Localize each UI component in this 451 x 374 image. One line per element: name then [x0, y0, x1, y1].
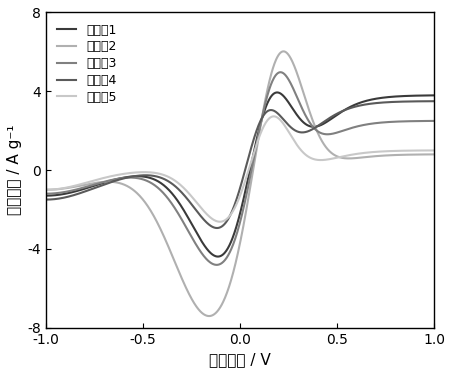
实施例1: [353, 102, 358, 106]
实施例3: [430, 119, 436, 123]
实施例5: [217, 220, 222, 224]
实施例5: [270, 114, 276, 119]
实施例5: [43, 187, 49, 192]
实施例2: [430, 152, 436, 157]
实施例2: [280, 49, 285, 53]
实施例3: [310, 125, 315, 129]
实施例2: [200, 312, 205, 316]
Line: 实施例5: 实施例5: [46, 116, 433, 222]
Line: 实施例3: 实施例3: [46, 72, 433, 265]
实施例3: [277, 70, 283, 74]
实施例4: [214, 226, 219, 230]
实施例5: [214, 219, 219, 224]
实施例5: [430, 148, 436, 153]
实施例1: [430, 93, 436, 98]
实施例4: [353, 104, 358, 109]
实施例4: [430, 99, 436, 104]
实施例1: [215, 254, 220, 259]
实施例5: [310, 157, 315, 161]
实施例3: [83, 185, 88, 189]
实施例2: [83, 183, 88, 187]
Y-axis label: 电流密度 / A g⁻¹: 电流密度 / A g⁻¹: [7, 125, 22, 215]
实施例2: [206, 314, 212, 318]
实施例3: [346, 126, 351, 131]
实施例5: [353, 152, 358, 156]
实施例2: [214, 309, 220, 313]
X-axis label: 循环次数 / V: 循环次数 / V: [209, 352, 270, 367]
实施例4: [83, 189, 88, 193]
实施例1: [346, 105, 351, 110]
实施例3: [213, 263, 219, 267]
实施例4: [200, 217, 205, 221]
实施例2: [346, 156, 351, 161]
实施例5: [200, 208, 205, 212]
实施例5: [83, 181, 88, 185]
实施例1: [214, 254, 219, 259]
Line: 实施例2: 实施例2: [46, 51, 433, 316]
实施例4: [43, 197, 49, 202]
实施例1: [310, 125, 315, 129]
实施例2: [43, 187, 49, 192]
实施例1: [43, 193, 49, 198]
实施例4: [214, 226, 220, 230]
实施例2: [353, 156, 358, 160]
实施例1: [83, 186, 88, 191]
Line: 实施例1: 实施例1: [46, 92, 433, 257]
实施例3: [214, 263, 220, 267]
实施例2: [310, 120, 315, 124]
实施例1: [200, 241, 205, 246]
Legend: 实施例1, 实施例2, 实施例3, 实施例4, 实施例5: 实施例1, 实施例2, 实施例3, 实施例4, 实施例5: [52, 19, 121, 109]
实施例5: [346, 153, 351, 157]
实施例3: [43, 191, 49, 196]
Line: 实施例4: 实施例4: [46, 101, 433, 228]
实施例4: [309, 127, 315, 131]
实施例3: [353, 125, 358, 129]
实施例3: [200, 253, 205, 257]
实施例4: [345, 106, 351, 111]
实施例1: [274, 90, 279, 95]
